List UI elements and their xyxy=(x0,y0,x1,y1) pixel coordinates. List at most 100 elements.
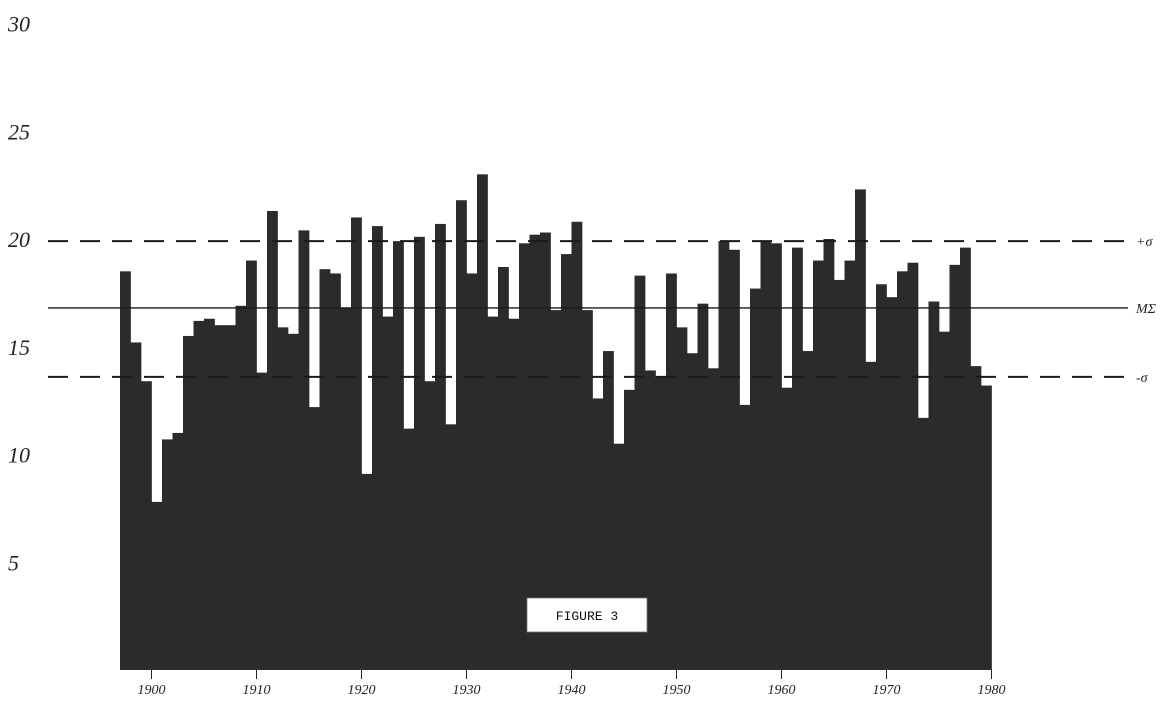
bar-1945 xyxy=(624,389,635,670)
bar-1949 xyxy=(666,273,677,670)
x-tick-label: 1980 xyxy=(978,683,1006,698)
bar-1939 xyxy=(561,254,572,670)
bar-1942 xyxy=(592,398,604,670)
bar-1897 xyxy=(120,271,131,670)
bar-1904 xyxy=(193,320,205,670)
bar-1923 xyxy=(393,241,404,670)
bar-1908 xyxy=(235,305,247,670)
bar-1931 xyxy=(477,174,488,670)
y-tick-label: 5 xyxy=(8,550,19,575)
y-axis: 30 25 20 15 10 5 xyxy=(7,12,30,576)
bar-1950 xyxy=(676,327,688,670)
bar-1914 xyxy=(298,230,310,670)
bar-1918 xyxy=(340,307,352,670)
bar-1911 xyxy=(267,210,278,671)
reference-line-label: MΣ xyxy=(1135,302,1157,317)
reference-line-label: +σ xyxy=(1136,235,1153,250)
bar-1909 xyxy=(246,260,257,670)
y-tick-label: 30 xyxy=(7,12,30,37)
y-tick-label: 10 xyxy=(8,443,30,468)
bar-1905 xyxy=(204,318,215,670)
bar-1946 xyxy=(634,275,646,670)
bar-1944 xyxy=(613,443,625,670)
bar-1956 xyxy=(739,404,751,670)
bar-1926 xyxy=(424,381,436,670)
bar-1916 xyxy=(319,269,331,670)
bar-1900 xyxy=(151,501,163,670)
x-tick-label: 1920 xyxy=(348,683,376,698)
bar-1941 xyxy=(582,310,593,670)
bar-1906 xyxy=(214,325,226,670)
bar-1937 xyxy=(540,232,551,670)
bar-1976 xyxy=(949,264,961,670)
x-tick-label: 1950 xyxy=(663,683,691,698)
bar-1953 xyxy=(708,368,719,670)
bar-1935 xyxy=(519,243,530,670)
bar-1952 xyxy=(697,303,709,670)
y-tick-label: 25 xyxy=(8,119,30,144)
bar-1928 xyxy=(445,424,457,670)
bar-1901 xyxy=(162,439,173,670)
bar-1913 xyxy=(288,333,299,670)
bar-1974 xyxy=(928,301,940,670)
bar-1924 xyxy=(403,428,415,670)
bars xyxy=(120,174,992,671)
bar-1920 xyxy=(361,473,373,670)
bar-1903 xyxy=(183,335,194,670)
x-tick-label: 1930 xyxy=(453,683,481,698)
reference-lines: +σ MΣ -σ xyxy=(48,235,1157,386)
bar-1962 xyxy=(802,351,814,670)
bar-1947 xyxy=(645,370,656,670)
bar-1933 xyxy=(498,267,509,670)
bar-1978 xyxy=(970,366,982,670)
x-axis: 1900 1910 1920 1930 1940 1950 1960 1970 1980 xyxy=(138,670,1006,698)
bar-1930 xyxy=(466,273,478,670)
bar-1929 xyxy=(456,200,467,670)
bar-1932 xyxy=(487,316,499,670)
bar-1934 xyxy=(508,318,520,670)
bar-1965 xyxy=(834,279,845,670)
bar-1959 xyxy=(771,243,782,670)
bar-1957 xyxy=(750,288,761,670)
y-tick-label: 20 xyxy=(8,227,30,252)
figure-caption-box xyxy=(526,597,648,633)
bar-1948 xyxy=(655,376,667,670)
bar-1973 xyxy=(918,417,929,670)
bar-1977 xyxy=(960,247,971,670)
bar-1951 xyxy=(687,353,698,670)
bar-1915 xyxy=(309,407,320,670)
bar-1960 xyxy=(781,387,793,670)
bar-1975 xyxy=(939,331,950,670)
bar-1961 xyxy=(792,247,803,670)
x-tick-label: 1970 xyxy=(873,683,901,698)
bar-1964 xyxy=(823,239,835,670)
bar-1955 xyxy=(729,249,740,670)
bar-1902 xyxy=(172,432,184,670)
bar-1910 xyxy=(256,372,268,670)
reference-line-label: -σ xyxy=(1136,371,1149,386)
bar-1954 xyxy=(718,241,730,670)
bar-1971 xyxy=(897,271,908,670)
bar-1969 xyxy=(876,284,887,670)
bar-1907 xyxy=(225,325,236,670)
figure-caption: FIGURE 3 xyxy=(526,597,648,633)
bar-1898 xyxy=(130,342,142,670)
bar-1958 xyxy=(760,241,772,670)
bar-1925 xyxy=(414,236,425,670)
bar-1967 xyxy=(855,189,866,670)
x-tick-label: 1960 xyxy=(768,683,796,698)
figure-caption-text: FIGURE 3 xyxy=(556,609,618,624)
bar-1979 xyxy=(981,385,992,670)
x-tick-label: 1900 xyxy=(138,683,166,698)
y-tick-label: 15 xyxy=(8,335,30,360)
bar-1970 xyxy=(886,297,898,670)
bar-1919 xyxy=(351,217,362,670)
x-tick-label: 1940 xyxy=(558,683,586,698)
bar-1968 xyxy=(865,361,877,670)
bar-1943 xyxy=(603,351,614,670)
bar-1917 xyxy=(330,273,341,670)
bar-1922 xyxy=(382,316,394,670)
bar-1972 xyxy=(907,262,919,670)
bar-1912 xyxy=(277,327,289,670)
